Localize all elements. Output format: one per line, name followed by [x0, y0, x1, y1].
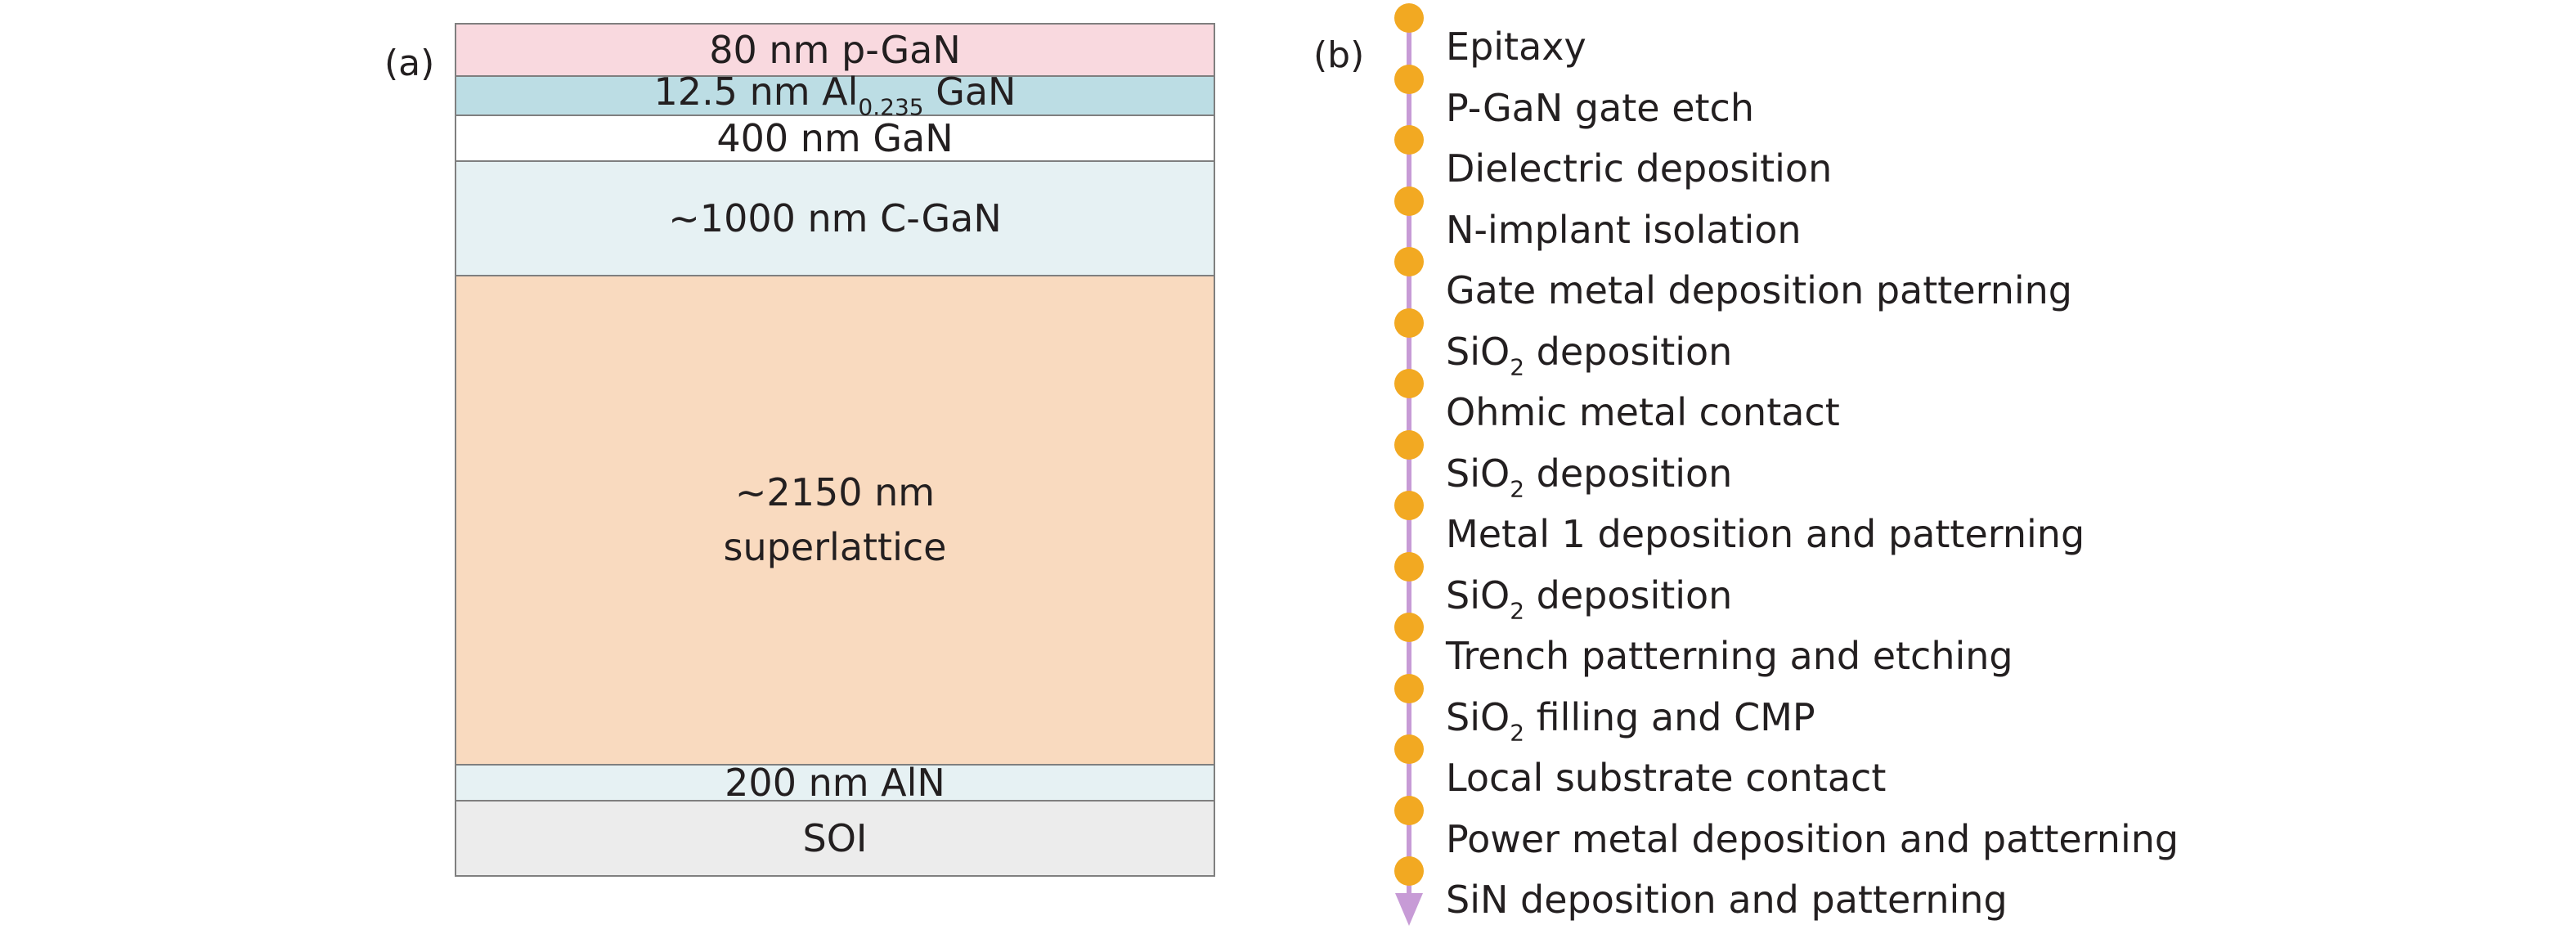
layer-p-gan: 80 nm p-GaN — [455, 23, 1215, 77]
layer-algan-text: 12.5 nm Al0.235 GaN — [653, 69, 1016, 121]
layer-gan: 400 nm GaN — [455, 116, 1215, 162]
step-label: SiO2 deposition — [1446, 573, 1733, 625]
layer-algan: 12.5 nm Al0.235 GaN — [455, 73, 1215, 119]
layer-p-gan-text: 80 nm p-GaN — [709, 27, 961, 72]
panel-a-label: (a) — [384, 43, 435, 84]
layer-superlattice-text: ~2150 nm superlattice — [723, 470, 947, 569]
step-label: Gate metal deposition patterning — [1446, 268, 2073, 312]
step-dot — [1394, 856, 1424, 886]
step-label: SiN deposition and patterning — [1446, 878, 2008, 922]
step-label: SiO2 filling and CMP — [1446, 694, 1815, 747]
step-dot — [1394, 247, 1424, 276]
layer-c-gan: ~1000 nm C-GaN — [455, 162, 1215, 276]
step-dot — [1394, 369, 1424, 398]
layer-aln: 200 nm AlN — [455, 761, 1215, 805]
step-dot — [1394, 429, 1424, 460]
layer-soi: SOI — [455, 802, 1215, 877]
step-dot — [1394, 673, 1424, 703]
step-dot — [1394, 734, 1424, 764]
step-dot — [1394, 64, 1424, 94]
step-label: Power metal deposition and patterning — [1446, 816, 2179, 861]
arrow-down-icon — [1395, 893, 1423, 926]
step-dot — [1394, 3, 1424, 33]
step-dot — [1394, 613, 1424, 642]
layer-stack: 80 nm p-GaN 12.5 nm Al0.235 GaN 400 nm G… — [455, 23, 1215, 877]
step-label: Local substrate contact — [1446, 756, 1887, 800]
layer-c-gan-text: ~1000 nm C-GaN — [668, 195, 1002, 240]
step-dot — [1394, 125, 1424, 155]
step-dot — [1394, 551, 1424, 582]
step-dot — [1394, 308, 1424, 338]
step-label: Metal 1 deposition and patterning — [1446, 512, 2085, 556]
step-dot — [1394, 795, 1424, 825]
step-label: Dielectric deposition — [1446, 146, 1833, 191]
step-label: SiO2 deposition — [1446, 329, 1733, 381]
step-label: N-implant isolation — [1446, 207, 1802, 252]
layer-aln-text: 200 nm AlN — [725, 760, 945, 805]
step-dot — [1394, 491, 1424, 520]
panel-b-label: (b) — [1313, 34, 1365, 76]
layer-gan-text: 400 nm GaN — [716, 115, 954, 160]
layer-superlattice: ~2150 nm superlattice — [455, 276, 1215, 766]
step-label: Ohmic metal contact — [1446, 390, 1840, 434]
step-label: P-GaN gate etch — [1446, 85, 1755, 130]
step-dot — [1394, 186, 1424, 216]
step-label: SiO2 deposition — [1446, 451, 1733, 503]
process-flow-line — [1407, 25, 1411, 900]
step-label: Epitaxy — [1446, 25, 1586, 69]
layer-soi-text: SOI — [802, 815, 868, 860]
step-label: Trench patterning and etching — [1446, 634, 2013, 678]
